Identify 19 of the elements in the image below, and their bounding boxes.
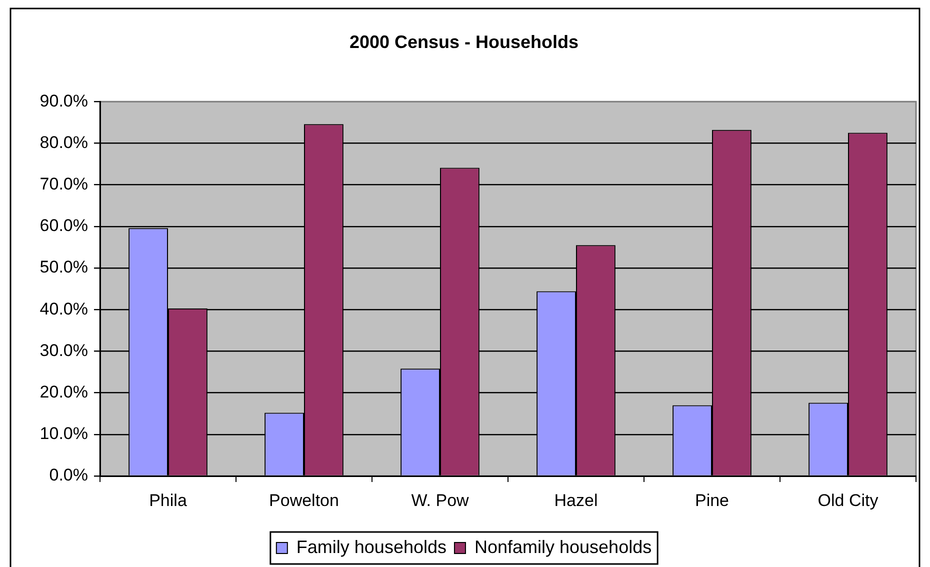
x-tick-label: Pine [694,490,730,510]
y-tick-label: 20.0% [40,382,88,402]
y-tick-label: 30.0% [40,340,88,360]
y-tick-label: 80.0% [40,132,88,152]
x-tick-label: Phila [149,490,188,510]
y-tick-label: 50.0% [40,258,88,277]
chart-title: 2000 Census - Households [349,32,579,52]
x-tick-label: W. Pow [411,490,470,510]
y-tick-label: 40.0% [40,299,88,318]
x-tick-label: Hazel [554,490,598,510]
y-tick-label: 90.0% [40,91,88,110]
x-tick-label: Old City [818,490,879,510]
y-tick-label: 70.0% [40,174,88,194]
x-tick-label: Powelton [269,490,339,510]
legend-label: Nonfamily households [474,536,652,557]
legend-label: Family households [296,536,446,557]
y-tick-label: 10.0% [40,424,88,444]
y-tick-label: 60.0% [40,216,88,236]
y-tick-label: 0.0% [49,466,88,485]
